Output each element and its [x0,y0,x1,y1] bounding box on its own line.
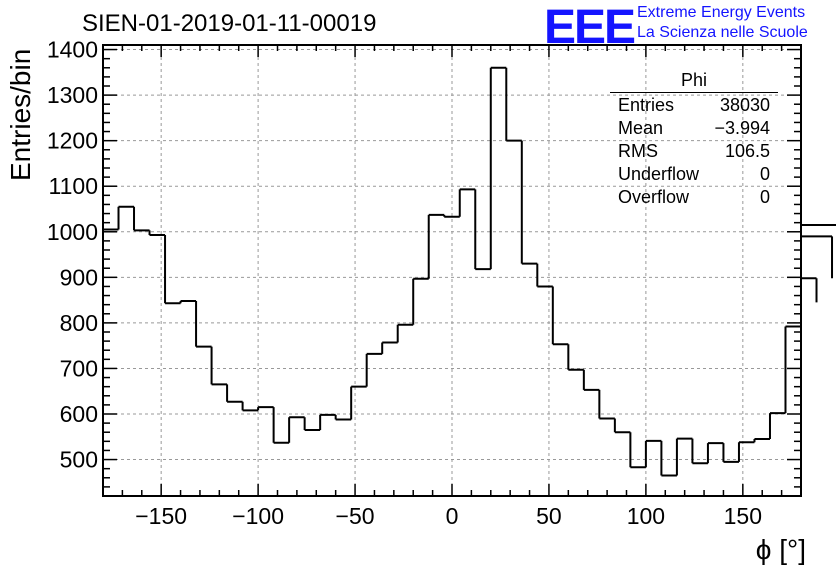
stats-row-entries: Entries 38030 [610,94,778,117]
y-tick-label: 1100 [49,173,98,199]
y-tick-label: 900 [60,264,98,290]
histogram-bin [179,300,197,304]
histogram-bin [319,413,336,430]
histogram-bin [195,301,212,348]
x-tick-label: 150 [724,503,762,529]
tick-labels: −150 −100 −50 0 50 100 150 500 600 700 800 900 1000 1… [47,37,762,529]
histogram-bin [722,443,739,463]
chart-title: SIEN-01-2019-01-11-00019 [82,10,377,37]
histogram-bin [489,66,507,270]
histogram-bin [753,438,770,443]
stats-value: 106.5 [724,141,770,161]
stats-value: 0 [759,187,770,207]
histogram-bin [427,213,445,279]
histogram-bin [801,277,818,303]
x-axis-label: ϕ [°] [755,534,806,565]
x-tick-label: −50 [336,503,375,529]
stats-value: 38030 [719,95,770,115]
axis-ticks [102,45,802,497]
y-axis-label: Entries/bin [5,48,36,181]
stats-row-mean: Mean −3.994 [610,117,778,140]
histogram-bin [117,205,135,230]
histogram-bin [768,412,786,440]
x-tick-label: −150 [135,503,187,529]
stats-row-underflow: Underflow 0 [610,163,778,186]
histogram-bin [660,440,677,477]
histogram-bin [567,344,584,371]
histogram-bin [334,414,352,421]
y-tick-label: 1000 [47,219,98,245]
x-tick-label: 100 [627,503,665,529]
logo-line-2: La Scienza nelle Scuole [637,24,808,41]
stats-row-overflow: Overflow 0 [610,186,778,209]
histogram-bin [737,441,755,462]
stats-title: Phi [610,70,778,93]
histogram-bin [303,417,321,431]
stats-label: Entries [618,95,675,115]
histogram-bin [536,263,553,288]
histogram-bin [396,323,414,343]
histogram-bin [675,437,693,476]
x-tick-label: 0 [446,503,459,529]
histogram-bin [210,346,228,386]
y-tick-label: 700 [60,355,98,381]
stats-value: −3.994 [714,118,770,138]
y-tick-label: 1200 [47,128,98,154]
histogram-bin [784,325,801,414]
histogram-bin [691,438,708,465]
histogram-bin [613,418,631,434]
histogram-bin [148,230,166,236]
histogram-bins [103,66,836,477]
y-tick-label: 1300 [47,82,98,108]
histogram-bin [257,406,274,411]
histogram-bin [365,352,383,387]
histogram-bin [644,439,662,468]
histogram-bin [505,67,522,142]
histogram-bin [443,214,460,218]
y-tick-label: 800 [60,310,98,336]
stats-label: Overflow [618,187,690,207]
histogram-bin [520,140,538,265]
histogram-bin [706,442,724,464]
histogram-bin [350,385,367,420]
logo-line-1: Extreme Energy Events [637,4,806,21]
stats-value: 0 [759,164,770,184]
histogram-bin [629,432,646,469]
histogram-bin [226,384,243,403]
histogram-bin [164,234,181,305]
histogram-bin [801,235,834,279]
y-tick-label: 1400 [47,37,98,63]
histogram-bin [241,401,259,412]
x-tick-label: −100 [232,503,284,529]
histogram-bin [272,407,290,444]
histogram-bin [381,341,398,354]
histogram-bin [458,188,476,217]
stats-label: Underflow [618,164,700,184]
stats-row-rms: RMS 106.5 [610,140,778,163]
stats-box: Phi Entries 38030 Mean −3.994 RMS 106.5 Und… [610,70,778,209]
histogram-bin [801,223,836,226]
y-tick-label: 600 [60,401,98,427]
histogram-bin [133,206,150,232]
eee-logo: EEE [544,1,636,54]
histogram-bin [598,389,615,420]
y-tick-label: 500 [60,447,98,473]
histogram-bin [412,277,429,325]
stats-label: Mean [618,118,664,138]
histogram-bin [288,416,305,443]
histogram-bin [582,369,600,391]
stats-label: RMS [618,141,658,161]
histogram-bin [551,286,569,346]
histogram-bin [474,189,491,271]
x-tick-label: 50 [536,503,562,529]
